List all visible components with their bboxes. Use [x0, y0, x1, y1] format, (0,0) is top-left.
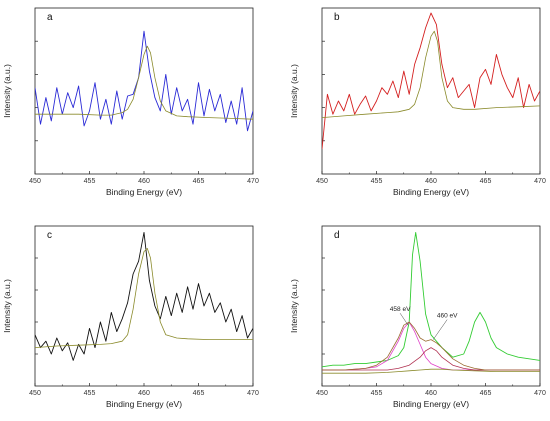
- x-tick-label: 450: [29, 178, 41, 185]
- x-tick-label: 450: [316, 178, 328, 185]
- series-line-1: [322, 231, 540, 368]
- series-line-3: [322, 347, 540, 371]
- y-axis-label: Intensity (a.u.): [2, 279, 12, 333]
- panel-c: 450 455 460 465 470 Binding Energy (eV) Intens…: [2, 225, 259, 409]
- series-line-2: [322, 30, 540, 118]
- x-tick-label: 460: [425, 178, 437, 185]
- annotation-leader: [432, 319, 448, 340]
- x-axis-label: Binding Energy (eV): [106, 399, 182, 409]
- x-tick-label: 455: [371, 178, 383, 185]
- x-tick-label: 455: [84, 390, 96, 397]
- panel-letter: a: [47, 12, 53, 23]
- x-tick-label: 470: [534, 390, 546, 397]
- x-tick-label: 470: [247, 390, 259, 397]
- peak-annotation: 458 eV: [390, 306, 411, 313]
- x-tick-label: 460: [138, 390, 150, 397]
- x-tick-label: 450: [29, 390, 41, 397]
- series-line-2: [35, 45, 253, 120]
- peak-annotation: 460 eV: [437, 313, 458, 320]
- series-line-1: [35, 231, 253, 361]
- x-axis-label: Binding Energy (eV): [393, 399, 469, 409]
- x-tick-label: 460: [138, 178, 150, 185]
- x-tick-label: 455: [371, 390, 383, 397]
- x-tick-label: 450: [316, 390, 328, 397]
- panel-letter: c: [47, 230, 52, 241]
- series-line-1: [322, 12, 540, 150]
- panel-b: 450 455 460 465 470 Binding Energy (eV) Intens…: [289, 7, 546, 197]
- panel-d: 450 455 460 465 470 Binding Energy (eV) Intens…: [289, 225, 546, 409]
- series-line-5: [322, 368, 540, 374]
- annotation-leader: [399, 313, 409, 326]
- x-tick-label: 465: [193, 178, 205, 185]
- panel-letter: d: [334, 230, 340, 241]
- x-tick-label: 455: [84, 178, 96, 185]
- x-axis-label: Binding Energy (eV): [393, 187, 469, 197]
- y-axis-label: Intensity (a.u.): [2, 64, 12, 118]
- series-line-1: [35, 30, 253, 132]
- x-tick-label: 470: [534, 178, 546, 185]
- x-tick-label: 460: [425, 390, 437, 397]
- panel-a: 450 455 460 465 470 Binding Energy (eV) Intens…: [2, 7, 259, 197]
- x-tick-label: 465: [193, 390, 205, 397]
- x-tick-label: 465: [480, 390, 492, 397]
- plot-frame: [321, 225, 541, 387]
- y-axis-label: Intensity (a.u.): [289, 279, 299, 333]
- panel-letter: b: [334, 12, 340, 23]
- series-line-2: [35, 247, 253, 348]
- series-line-4: [322, 321, 540, 371]
- x-tick-label: 465: [480, 178, 492, 185]
- series-line-2: [322, 321, 540, 371]
- plot-frame: [321, 7, 541, 175]
- x-axis-label: Binding Energy (eV): [106, 187, 182, 197]
- x-tick-label: 470: [247, 178, 259, 185]
- y-axis-label: Intensity (a.u.): [289, 64, 299, 118]
- plot-frame: [34, 225, 254, 387]
